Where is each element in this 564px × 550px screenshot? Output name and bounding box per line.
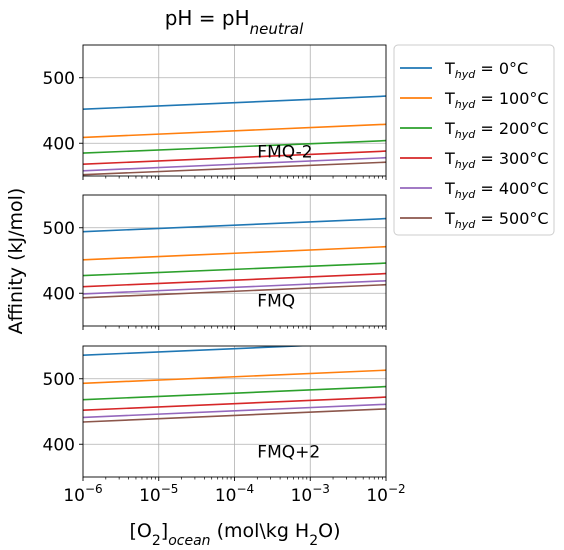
x-tick-label: 10−3	[291, 482, 330, 506]
panel-label: FMQ	[257, 291, 295, 311]
chart-title-subscript: neutral	[250, 20, 304, 38]
x-label-sub-2: ocean	[168, 533, 210, 549]
x-tick-label: 10−4	[215, 482, 254, 506]
x-label-sub-3: 2	[309, 533, 318, 549]
x-label-sub-1: 2	[152, 533, 161, 549]
panel-3: 400 500 FMQ+2	[43, 342, 386, 481]
x-label-part-3: (mol\kg H	[211, 520, 310, 542]
x-tick-label: 10−2	[366, 482, 405, 506]
panel-1: 400 500 FMQ-2	[43, 45, 386, 180]
x-tick-label: 10−5	[139, 482, 178, 506]
x-label-part-1: [O	[130, 520, 152, 542]
x-label-part-2: ]	[161, 520, 168, 542]
y-tick-label: 400	[43, 284, 75, 304]
y-tick-label: 400	[43, 435, 75, 455]
x-tick-labels-group: 10−6 10−5 10−4 10−3 10−2	[63, 482, 405, 506]
chart-title-main: pH = pH	[165, 6, 250, 30]
y-axis-label: Affinity (kJ/mol)	[5, 188, 27, 335]
x-label-part-4: O)	[318, 520, 340, 542]
panel-label: FMQ-2	[257, 143, 312, 163]
panel-label: FMQ+2	[257, 442, 320, 462]
panel-2: 400 500 FMQ	[43, 195, 386, 330]
y-tick-label: 400	[43, 134, 75, 154]
y-tick-label: 500	[43, 219, 75, 239]
x-axis-label: [O2]ocean (mol\kg H2O)	[130, 520, 341, 549]
y-tick-label: 500	[43, 69, 75, 89]
x-tick-label: 10−6	[63, 482, 102, 506]
y-tick-label: 500	[43, 370, 75, 390]
chart-title: pH = pHneutral	[165, 6, 304, 38]
panels-group: 400 500 FMQ-2 400 500 FMQ 400 500 FMQ+2	[43, 45, 386, 481]
